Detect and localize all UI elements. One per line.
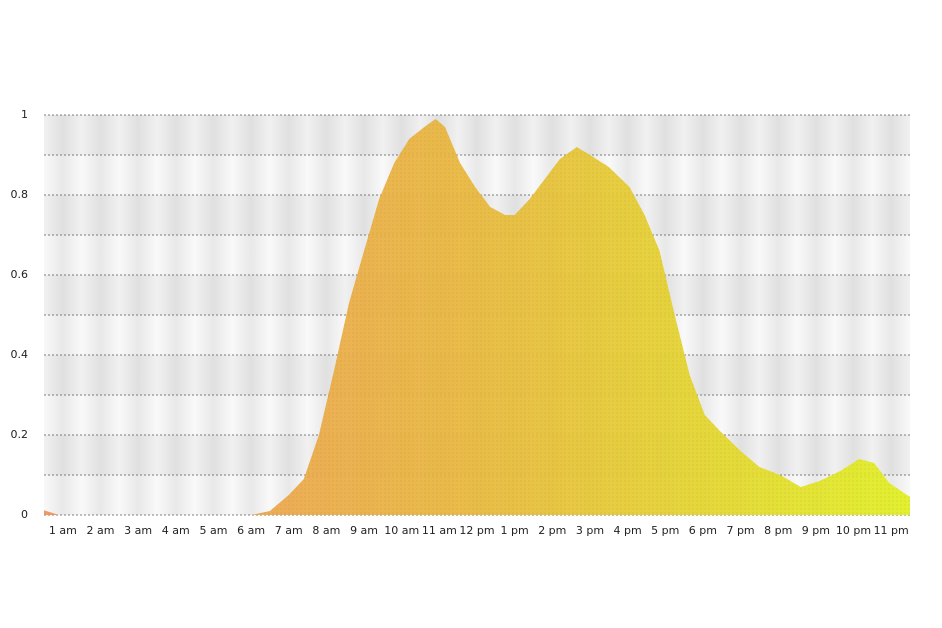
x-tick-label: 2 am <box>87 524 115 537</box>
x-tick-label: 6 pm <box>689 524 717 537</box>
y-tick-label: 0.8 <box>11 188 29 201</box>
x-tick-label: 10 pm <box>836 524 871 537</box>
y-tick-label: 0 <box>21 508 28 521</box>
x-tick-label: 11 pm <box>874 524 909 537</box>
y-tick-label: 0.2 <box>11 428 29 441</box>
x-tick-label: 5 am <box>199 524 227 537</box>
x-tick-label: 6 am <box>237 524 265 537</box>
x-tick-label: 9 pm <box>802 524 830 537</box>
column-band <box>232 115 270 515</box>
x-tick-label: 2 pm <box>538 524 566 537</box>
x-tick-label: 4 am <box>162 524 190 537</box>
x-tick-label: 7 pm <box>726 524 754 537</box>
x-tick-label: 1 am <box>49 524 77 537</box>
x-tick-label: 3 pm <box>576 524 604 537</box>
x-tick-label: 11 am <box>422 524 457 537</box>
x-tick-label: 8 am <box>312 524 340 537</box>
x-tick-label: 7 am <box>275 524 303 537</box>
x-tick-label: 10 am <box>384 524 419 537</box>
y-tick-label: 1 <box>21 108 28 121</box>
x-tick-label: 5 pm <box>651 524 679 537</box>
x-tick-label: 9 am <box>350 524 378 537</box>
y-tick-label: 0.4 <box>11 348 29 361</box>
y-tick-label: 0.6 <box>11 268 29 281</box>
x-tick-label: 12 pm <box>459 524 494 537</box>
x-tick-label: 1 pm <box>501 524 529 537</box>
x-tick-label: 8 pm <box>764 524 792 537</box>
column-band <box>872 115 910 515</box>
area-texture <box>44 119 910 515</box>
column-band <box>44 115 82 515</box>
x-tick-label: 3 am <box>124 524 152 537</box>
x-tick-label: 4 pm <box>614 524 642 537</box>
